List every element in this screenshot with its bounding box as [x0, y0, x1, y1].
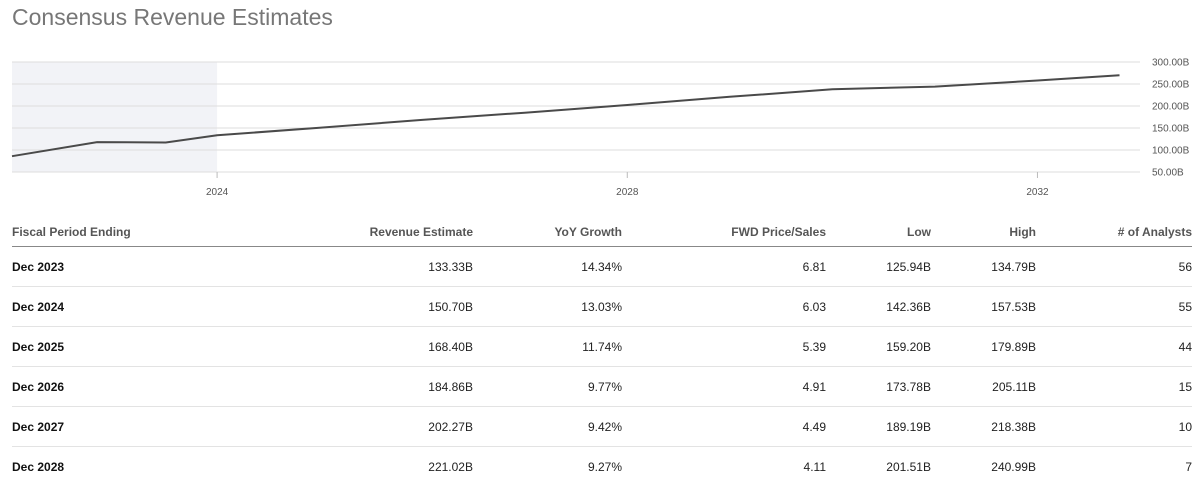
y-tick-label: 50.00B	[1152, 168, 1184, 179]
fiscal-period-cell: Dec 2027	[12, 407, 192, 447]
table-cell: 4.49	[622, 407, 826, 447]
table-cell: 150.70B	[192, 287, 473, 327]
table-cell: 205.11B	[931, 367, 1036, 407]
table-cell: 7	[1036, 447, 1192, 486]
table-cell: 10	[1036, 407, 1192, 447]
table-cell: 125.94B	[826, 247, 931, 287]
x-tick-label: 2028	[616, 187, 639, 198]
table-cell: 240.99B	[931, 447, 1036, 486]
table-cell: 218.38B	[931, 407, 1036, 447]
table-cell: 134.79B	[931, 247, 1036, 287]
table-cell: 202.27B	[192, 407, 473, 447]
column-header[interactable]: FWD Price/Sales	[622, 218, 826, 247]
table-cell: 142.36B	[826, 287, 931, 327]
table-cell: 179.89B	[931, 327, 1036, 367]
table-cell: 221.02B	[192, 447, 473, 486]
table-cell: 159.20B	[826, 327, 931, 367]
table-cell: 184.86B	[192, 367, 473, 407]
y-tick-label: 150.00B	[1152, 124, 1190, 135]
historical-shaded-region	[12, 62, 217, 172]
fiscal-period-cell: Dec 2023	[12, 247, 192, 287]
revenue-line-chart: 300.00B 250.00B 200.00B 150.00B 100.00B 50.00…	[0, 0, 1200, 205]
table-cell: 9.77%	[473, 367, 622, 407]
column-header[interactable]: Low	[826, 218, 931, 247]
y-tick-label: 200.00B	[1152, 102, 1190, 113]
y-tick-label: 100.00B	[1152, 146, 1190, 157]
table-cell: 133.33B	[192, 247, 473, 287]
table-cell: 168.40B	[192, 327, 473, 367]
table-cell: 6.81	[622, 247, 826, 287]
table-cell: 11.74%	[473, 327, 622, 367]
column-header[interactable]: High	[931, 218, 1036, 247]
table-cell: 201.51B	[826, 447, 931, 486]
column-header[interactable]: Revenue Estimate	[192, 218, 473, 247]
table-cell: 15	[1036, 367, 1192, 407]
table-cell: 9.42%	[473, 407, 622, 447]
x-tick-label: 2032	[1026, 187, 1049, 198]
table-cell: 4.91	[622, 367, 826, 407]
fiscal-period-cell: Dec 2024	[12, 287, 192, 327]
table-cell: 6.03	[622, 287, 826, 327]
y-tick-label: 250.00B	[1152, 80, 1190, 91]
table-cell: 13.03%	[473, 287, 622, 327]
table-cell: 14.34%	[473, 247, 622, 287]
fiscal-period-cell: Dec 2026	[12, 367, 192, 407]
table-cell: 9.27%	[473, 447, 622, 486]
table-cell: 56	[1036, 247, 1192, 287]
table-cell: 173.78B	[826, 367, 931, 407]
table-cell: 189.19B	[826, 407, 931, 447]
y-tick-label: 300.00B	[1152, 58, 1190, 69]
column-header[interactable]: Fiscal Period Ending	[12, 218, 192, 247]
table-cell: 44	[1036, 327, 1192, 367]
table-cell: 4.11	[622, 447, 826, 486]
table-cell: 5.39	[622, 327, 826, 367]
column-header[interactable]: YoY Growth	[473, 218, 622, 247]
table-cell: 55	[1036, 287, 1192, 327]
fiscal-period-cell: Dec 2025	[12, 327, 192, 367]
column-header[interactable]: # of Analysts	[1036, 218, 1192, 247]
fiscal-period-cell: Dec 2028	[12, 447, 192, 486]
table-cell: 157.53B	[931, 287, 1036, 327]
x-tick-label: 2024	[206, 187, 229, 198]
